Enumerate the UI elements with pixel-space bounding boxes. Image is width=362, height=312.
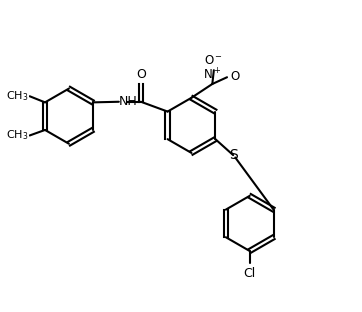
Text: CH$_3$: CH$_3$ [6,129,29,142]
Text: NH: NH [119,95,138,108]
Text: O$^-$: O$^-$ [204,54,223,67]
Text: O: O [230,70,239,83]
Text: Cl: Cl [244,267,256,280]
Text: O: O [136,68,146,81]
Text: CH$_3$: CH$_3$ [6,89,29,103]
Text: S: S [229,148,237,162]
Text: N$^+$: N$^+$ [203,67,222,82]
